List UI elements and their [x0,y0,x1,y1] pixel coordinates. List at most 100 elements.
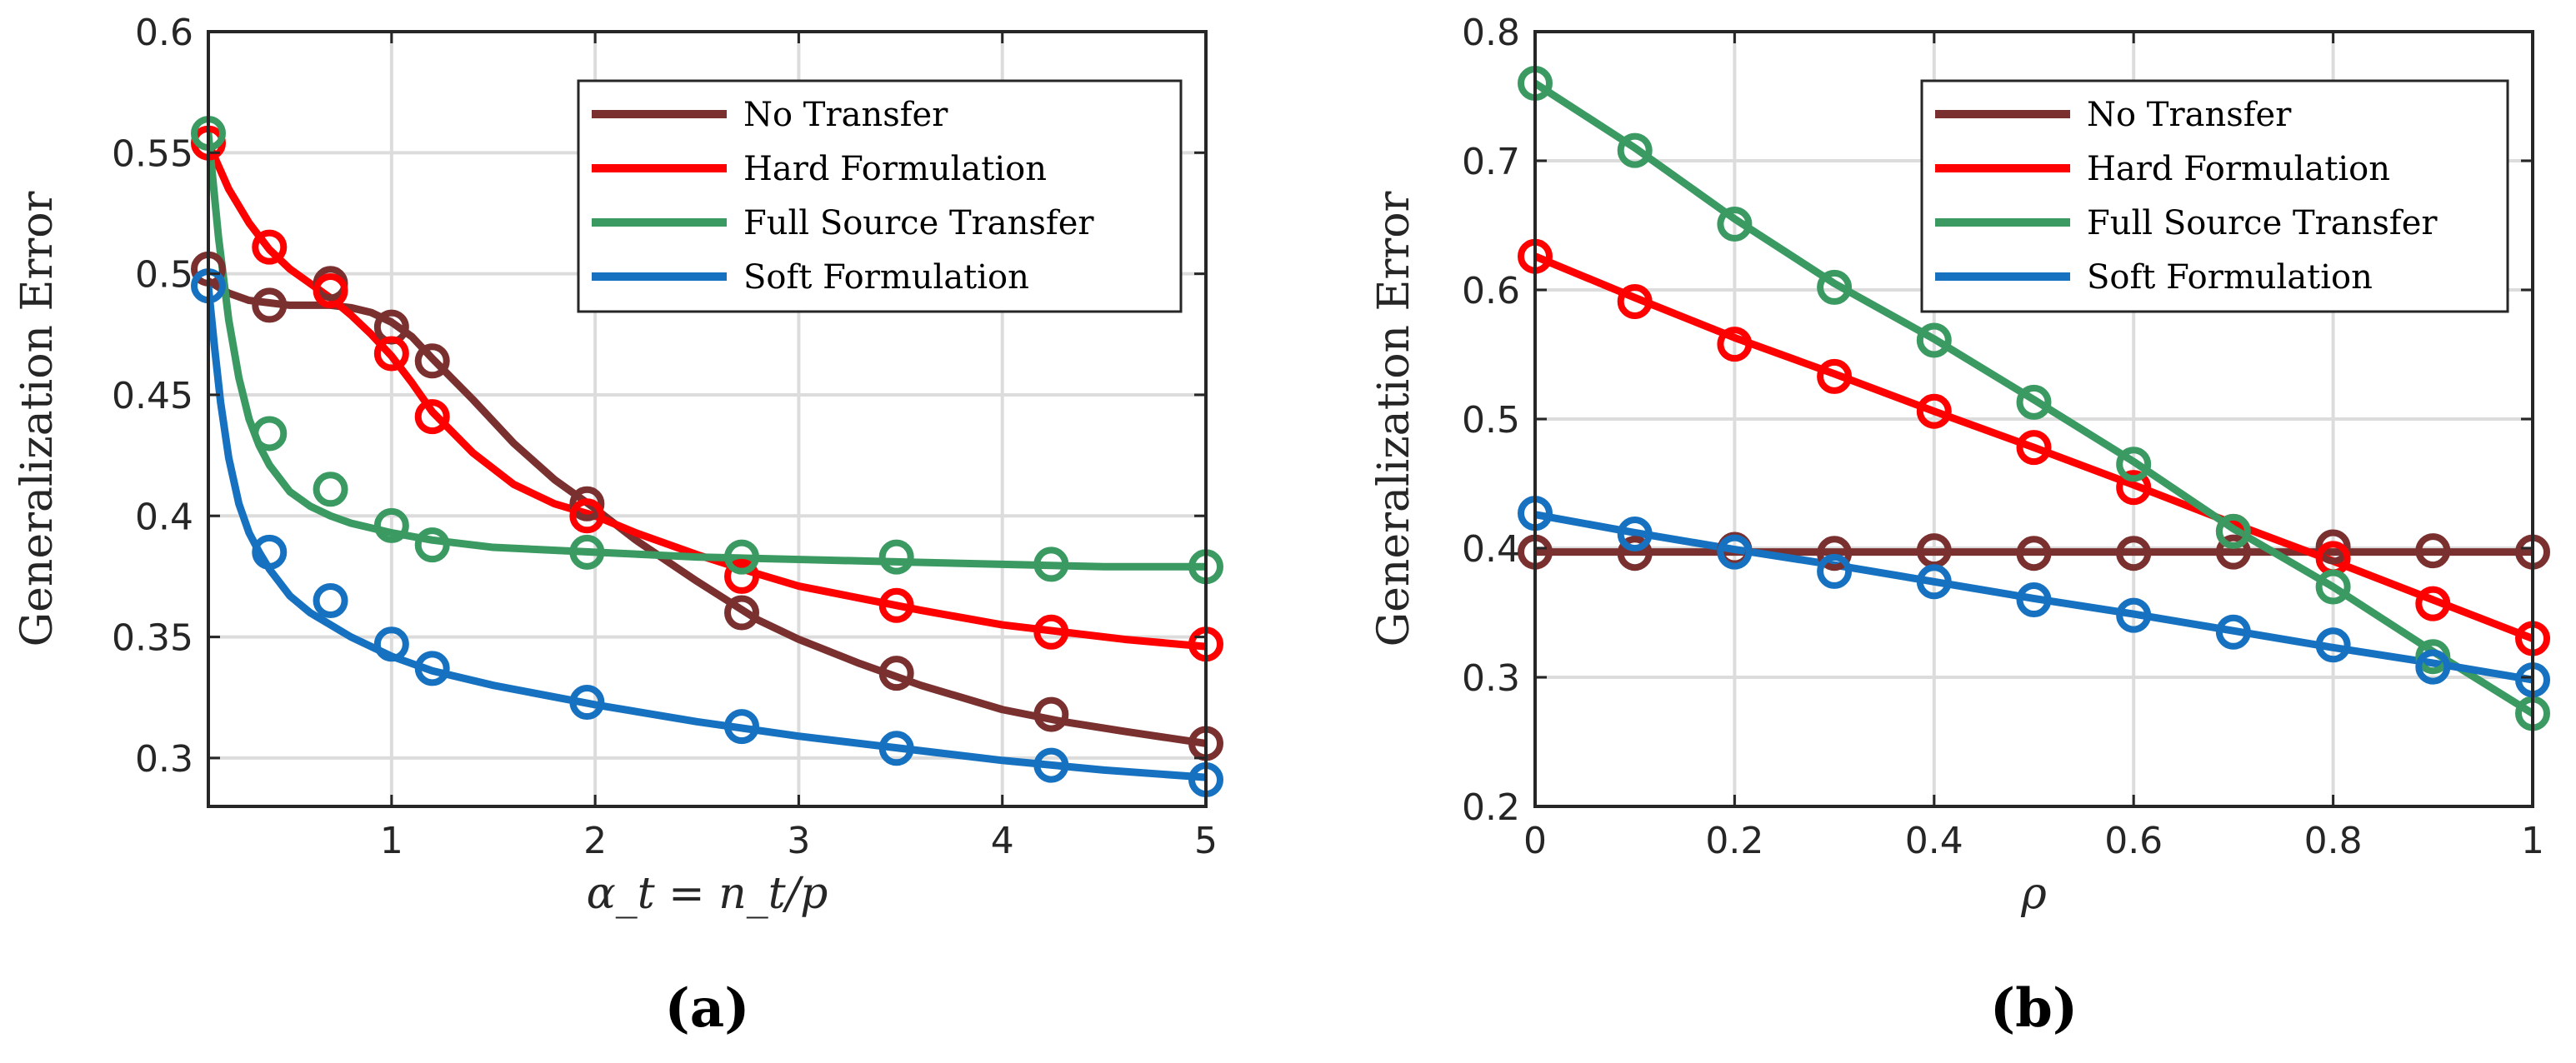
axes-box [207,30,1208,808]
data-point [569,534,605,570]
legend: No Transfer Hard Formulation Full Source T… [577,79,1183,313]
legend-label: No Transfer [2087,96,2292,134]
series-line [208,129,1206,571]
data-point [724,595,760,631]
data-point [2116,536,2152,571]
data-point [2116,597,2152,633]
y-axis-label: Generalization Error [13,191,63,646]
data-point [1717,206,1753,242]
data-point [2116,447,2152,482]
data-point [313,582,348,618]
data-point [1617,516,1653,551]
data-point [2315,627,2351,663]
data-point [414,399,450,435]
data-point [2016,536,2052,571]
y-tick-label: 0.4 [1462,528,1520,571]
x-tick-label: 1 [2521,820,2544,862]
data-point [1717,534,1753,570]
data-point [1916,564,1952,600]
data-point [2415,649,2451,685]
data-point [1033,614,1069,650]
y-tick-label: 0.3 [1462,657,1520,700]
data-point [1817,553,1853,589]
data-point [2116,470,2152,506]
data-point [414,651,450,686]
data-point [252,229,288,265]
data-point [724,558,760,594]
y-tick-label: 0.45 [112,375,193,417]
x-tick-label: 5 [1194,820,1218,862]
data-point [1717,327,1753,362]
x-tick-label: 4 [991,820,1014,862]
data-point [724,709,760,745]
legend-label: Soft Formulation [2087,258,2373,297]
data-point [2215,614,2251,650]
data-point [1817,358,1853,394]
panel-label: (a) [664,977,749,1040]
y-tick-label: 0.7 [1462,141,1520,183]
x-tick-label: 0.8 [2304,820,2363,862]
data-point [2016,430,2052,466]
series-line [1535,252,2533,642]
data-point [313,272,348,308]
data-point [1617,132,1653,168]
data-point [1817,536,1853,571]
y-tick-label: 0.3 [135,738,193,781]
data-point [252,287,288,323]
data-point [2415,586,2451,621]
data-point [373,507,409,543]
data-point [2016,384,2052,420]
series-line [1535,511,2533,684]
x-tick-label: 3 [787,820,810,862]
y-tick-label: 0.5 [135,254,193,297]
data-point [2016,582,2052,617]
data-point [2415,639,2451,675]
data-point [1617,283,1653,319]
data-point [373,336,409,372]
data-point [1817,269,1853,305]
legend-label: Hard Formulation [2087,150,2390,188]
data-point [1033,696,1069,732]
x-axis-label: α_t = n_t/p [587,869,828,919]
data-point [2215,534,2251,570]
y-tick-label: 0.6 [135,12,193,54]
x-tick-label: 2 [583,820,607,862]
series-group [1535,79,2533,717]
data-point [1916,322,1952,358]
data-point [373,626,409,662]
data-point [2415,533,2451,569]
data-point [724,539,760,575]
y-tick-label: 0.6 [1462,270,1520,312]
x-tick-label: 0.2 [1705,820,1763,862]
y-tick-label: 0.55 [112,132,193,175]
legend-label: No Transfer [743,96,948,134]
data-point [414,527,450,563]
data-point [569,486,605,522]
chart-b: 0 0.2 0.4 0.6 0.8 10.20.30.40.50.60.70.8ρGene… [1369,12,2550,1040]
x-tick-label: 0.4 [1905,820,1963,862]
y-axis-label: Generalization Error [1369,191,1419,646]
x-tick-label: 1 [380,820,403,862]
data-point [878,587,914,623]
chart-a: 1 2 3 4 5 0.3 0.35 0.4 0.45 0.5 0.55 0.6 α_t = n_t/p… [13,12,1223,1040]
data-point [252,416,288,452]
data-point [252,534,288,570]
legend-label: Soft Formulation [743,258,1029,297]
x-axis-label: ρ [2020,869,2047,919]
data-point [414,343,450,379]
x-tick-label: 0 [1523,820,1547,862]
panel-label: (b) [1990,977,2078,1040]
data-point [1033,546,1069,582]
data-point [313,472,348,507]
y-tick-label: 0.5 [1462,399,1520,442]
data-point [878,539,914,575]
y-tick-label: 0.2 [1462,786,1520,829]
y-tick-label: 0.35 [112,617,193,660]
series-line [1535,79,2533,717]
y-tick-label: 0.4 [135,496,193,538]
data-point [1617,536,1653,571]
data-point [569,498,605,534]
data-point [2315,529,2351,565]
data-point [1916,393,1952,429]
legend-label: Full Source Transfer [743,204,1094,242]
